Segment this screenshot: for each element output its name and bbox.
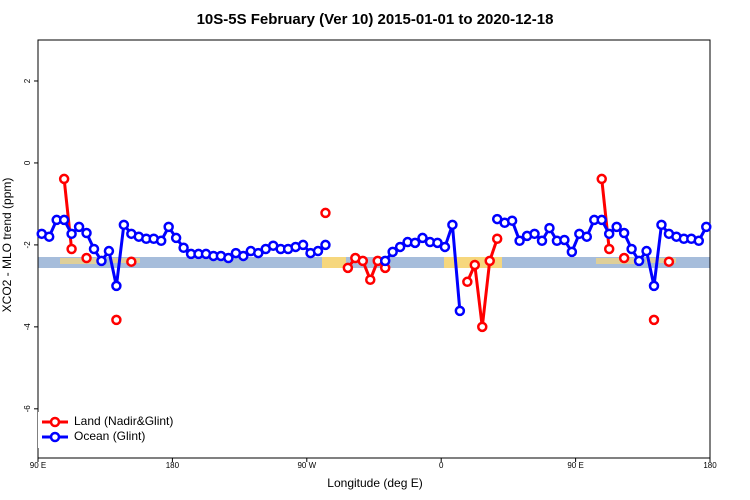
- data-point: [126, 256, 137, 267]
- data-point: [417, 232, 428, 244]
- data-point: [409, 237, 421, 249]
- data-point: [663, 256, 675, 267]
- data-point: [603, 243, 615, 255]
- data-point: [439, 241, 451, 253]
- x-tick-label: 180: [166, 461, 180, 470]
- legend-marker: [49, 416, 61, 428]
- legend-label: Land (Nadir&Glint): [74, 414, 173, 428]
- data-point: [484, 255, 495, 267]
- legend-label: Ocean (Glint): [74, 429, 145, 443]
- data-point: [387, 246, 398, 258]
- data-point: [81, 252, 92, 264]
- data-point: [103, 245, 115, 257]
- data-point: [178, 242, 189, 254]
- data-point: [506, 215, 518, 226]
- data-point: [118, 219, 130, 231]
- data-point: [297, 239, 309, 251]
- data-point: [656, 219, 667, 231]
- data-point: [514, 235, 525, 247]
- data-point: [58, 173, 70, 185]
- data-point: [566, 246, 578, 258]
- y-tick-label: -4: [23, 323, 32, 331]
- data-point: [432, 237, 443, 249]
- data-point: [462, 276, 473, 288]
- data-point: [447, 219, 458, 231]
- data-point: [73, 221, 85, 233]
- x-tick-label: 90 E: [30, 461, 46, 470]
- legend-box: [38, 412, 180, 448]
- data-point: [88, 243, 100, 255]
- data-point: [111, 280, 122, 292]
- series: [36, 213, 712, 317]
- data-point: [223, 252, 234, 264]
- data-point: [641, 245, 652, 257]
- data-point: [58, 214, 70, 226]
- data-point: [559, 234, 570, 246]
- data-point: [596, 214, 607, 226]
- data-point: [111, 314, 122, 326]
- data-point: [626, 243, 637, 255]
- y-tick-label: -2: [23, 241, 32, 249]
- data-point: [603, 228, 615, 240]
- legend: Land (Nadir&Glint)Ocean (Glint): [38, 412, 180, 448]
- series: [58, 173, 675, 333]
- legend-marker: [49, 431, 61, 443]
- data-point: [454, 305, 466, 317]
- data-point: [581, 231, 593, 242]
- y-tick-label: 2: [23, 78, 32, 83]
- y-tick-label: 0: [23, 160, 32, 165]
- x-tick-label: 90 W: [297, 461, 316, 470]
- x-tick-label: 180: [703, 461, 717, 470]
- plot-frame: [37, 39, 711, 459]
- data-point: [342, 262, 354, 274]
- data-point: [163, 221, 174, 233]
- data-point: [536, 235, 548, 247]
- data-point: [648, 280, 660, 292]
- data-point: [648, 314, 660, 326]
- data-point: [701, 221, 712, 233]
- chart-title: 10S-5S February (Ver 10) 2015-01-01 to 2…: [197, 11, 554, 28]
- data-point: [81, 227, 92, 239]
- data-point: [618, 227, 630, 239]
- data-point: [596, 173, 607, 185]
- data-point: [477, 321, 488, 333]
- data-point: [312, 245, 324, 257]
- x-tick-label: 90 E: [567, 461, 583, 470]
- data-point: [170, 232, 182, 244]
- data-point: [43, 231, 55, 242]
- data-point: [155, 235, 167, 247]
- x-axis-label: Longitude (deg E): [327, 476, 422, 490]
- data-point: [320, 207, 331, 219]
- data-point: [491, 233, 503, 245]
- data-point: [253, 247, 264, 259]
- data-point: [544, 222, 555, 234]
- data-point: [365, 274, 376, 285]
- data-point: [379, 255, 391, 267]
- data-point: [693, 235, 705, 247]
- data-point: [529, 228, 540, 240]
- data-point: [96, 255, 107, 267]
- data-point: [394, 241, 406, 253]
- data-point: [469, 259, 481, 271]
- data-point: [357, 255, 369, 267]
- data-point: [611, 221, 622, 233]
- data-point: [66, 228, 77, 240]
- y-axis-label: XCO2 - MLO trend (ppm): [0, 178, 14, 313]
- data-point: [238, 250, 249, 262]
- data-point: [66, 243, 77, 255]
- data-point: [633, 255, 645, 267]
- x-tick-label: 0: [439, 461, 444, 470]
- y-tick-label: -6: [23, 405, 32, 413]
- data-point: [618, 252, 630, 264]
- data-point: [320, 239, 331, 251]
- series-line: [496, 217, 708, 287]
